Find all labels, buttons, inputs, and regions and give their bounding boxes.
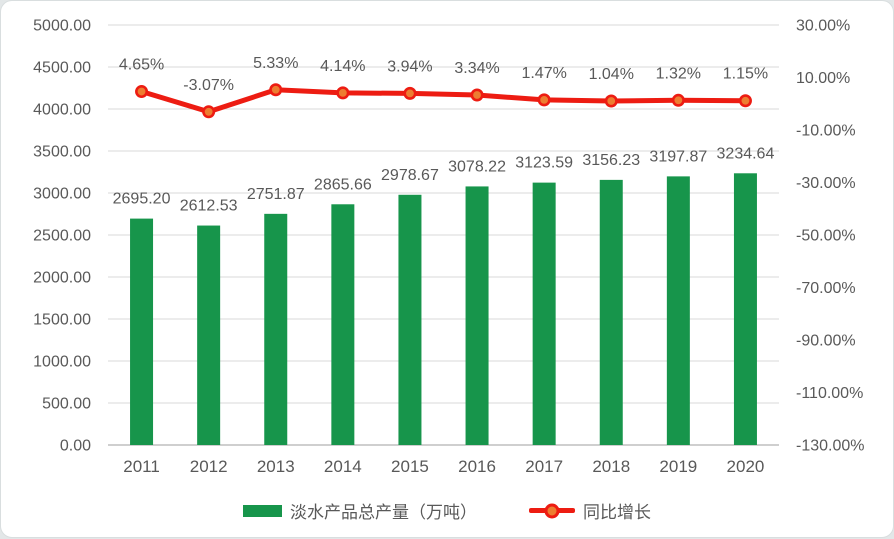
legend-item-bar-series: 淡水产品总产量（万吨）	[243, 498, 477, 523]
trend-data-label: 5.33%	[253, 55, 298, 72]
left-axis-tick-label: 3000.00	[33, 186, 91, 203]
left-axis-tick-label: 1000.00	[33, 354, 91, 371]
bar-data-label: 2695.20	[113, 191, 171, 208]
bar-data-label: 2978.67	[381, 167, 439, 184]
left-axis-tick-label: 4500.00	[33, 60, 91, 77]
right-axis-tick-label: -70.00%	[796, 280, 856, 297]
x-axis-tick-label: 2019	[659, 457, 697, 476]
legend-item-line-series: 同比增长	[529, 498, 651, 523]
left-axis-tick-label: 4000.00	[33, 102, 91, 119]
trend-marker	[202, 105, 216, 119]
legend-label-line-series: 同比增长	[583, 503, 651, 522]
chart-legend: 淡水产品总产量（万吨） 同比增长	[1, 498, 893, 523]
trend-data-label: 1.47%	[521, 65, 566, 82]
x-axis-tick-label: 2012	[190, 457, 228, 476]
left-axis-tick-label: 3500.00	[33, 144, 91, 161]
x-axis-tick-label: 2020	[727, 457, 765, 476]
trend-marker	[269, 83, 283, 97]
left-axis-tick-label: 2500.00	[33, 228, 91, 245]
bar-data-label: 2612.53	[180, 198, 238, 215]
right-axis-tick-label: -10.00%	[796, 123, 856, 140]
right-axis-tick-label: -110.00%	[796, 385, 863, 402]
x-axis-tick-label: 2013	[257, 457, 295, 476]
left-axis-tick-label: 1500.00	[33, 312, 91, 329]
trend-data-label: 1.32%	[656, 65, 701, 82]
right-axis-tick-label: -30.00%	[796, 175, 856, 192]
left-axis-tick-label: 2000.00	[33, 270, 91, 287]
trend-marker	[336, 86, 350, 100]
bar	[666, 176, 690, 446]
left-axis-tick-label: 0.00	[60, 438, 91, 455]
legend-label-bar-series: 淡水产品总产量（万吨）	[290, 503, 477, 522]
x-axis-tick-label: 2011	[123, 457, 160, 476]
bar	[398, 194, 422, 445]
trend-marker	[671, 93, 685, 107]
trend-data-label: 3.34%	[454, 60, 499, 77]
bar-data-label: 2751.87	[247, 186, 305, 203]
trend-data-label: 4.65%	[119, 57, 164, 74]
x-axis-tick-label: 2018	[592, 457, 630, 476]
bar	[599, 179, 623, 445]
x-axis-tick-label: 2016	[458, 457, 496, 476]
bar	[130, 218, 154, 445]
bar-series-swatch	[243, 504, 282, 517]
trend-marker	[537, 93, 551, 107]
bar	[465, 186, 489, 446]
trend-data-label: 1.15%	[723, 66, 768, 83]
trend-data-label: 4.14%	[320, 58, 365, 75]
right-axis-tick-label: -130.00%	[796, 438, 865, 455]
trend-line	[139, 87, 748, 115]
line-marker-dot	[544, 503, 560, 518]
bar	[532, 182, 556, 445]
trend-marker	[604, 94, 618, 108]
trend-marker	[403, 86, 417, 100]
bar-data-label: 2865.66	[314, 176, 372, 193]
bar-data-label: 3156.23	[582, 152, 640, 169]
right-axis-tick-label: -50.00%	[796, 228, 856, 245]
bar	[331, 204, 355, 445]
right-axis-tick-label: -90.00%	[796, 333, 856, 350]
trend-marker	[470, 88, 484, 102]
bar-data-label: 3197.87	[649, 148, 707, 165]
x-axis-tick-label: 2014	[324, 457, 362, 476]
bar	[197, 225, 221, 445]
right-axis-tick-label: 30.00%	[796, 18, 850, 35]
x-axis-tick-label: 2017	[525, 457, 563, 476]
bar-data-label: 3123.59	[515, 155, 573, 172]
trend-data-label: -3.07%	[183, 77, 234, 94]
trend-data-label: 3.94%	[387, 58, 432, 75]
left-axis-tick-label: 500.00	[42, 396, 91, 413]
x-axis-tick-label: 2015	[391, 457, 429, 476]
bar	[264, 213, 288, 445]
trend-marker	[738, 94, 752, 108]
line-series-swatch	[529, 503, 575, 518]
bar-data-label: 3078.22	[448, 158, 506, 175]
bar	[733, 173, 757, 446]
right-axis-tick-label: 10.00%	[796, 70, 850, 87]
trend-marker	[135, 85, 149, 99]
bar-data-label: 3234.64	[717, 145, 775, 162]
trend-data-label: 1.04%	[589, 66, 634, 83]
left-axis-tick-label: 5000.00	[33, 18, 91, 35]
